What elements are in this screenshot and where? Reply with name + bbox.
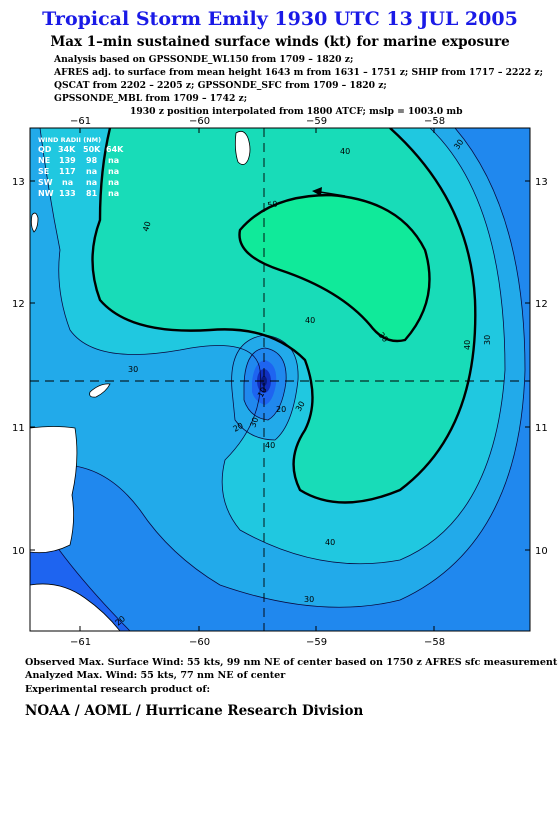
wind-radii-quadrant: NE (38, 156, 50, 165)
lat-tick-left: 10 (12, 546, 25, 557)
contour-band-55 (239, 195, 430, 341)
contour-label: 20 (276, 405, 286, 414)
wind-radii-table: WIND RADII (NM) QD 34K 50K 64K NE 139 98… (38, 136, 124, 198)
contour-label: 20 (232, 421, 245, 434)
wind-field-map: 50 40 30 40 30 40 30 40 30 40 30 20 10 2… (12, 116, 548, 648)
contour-55-kt (238, 193, 431, 343)
wind-radii-title: WIND RADII (NM) (38, 136, 101, 144)
contour-label: 40 (265, 441, 275, 450)
analyzed-max-wind: Analyzed Max. Wind: 55 kts, 77 nm NE of … (25, 670, 286, 681)
wind-radii-value: na (108, 167, 119, 176)
contour-label: 30 (483, 335, 492, 345)
contour-label: 30 (248, 416, 260, 429)
wind-radii-quadrant: SW (38, 178, 53, 187)
wind-radii-value: na (108, 178, 119, 187)
wind-radii-value: 139 (59, 156, 76, 165)
wind-radii-value: na (86, 178, 97, 187)
wind-radii-value: na (108, 189, 119, 198)
contour-label: 50 (267, 199, 279, 210)
wind-radii-col-qd: QD (38, 145, 52, 154)
wind-radii-col-64k: 64K (106, 145, 124, 154)
contour-label: 40 (305, 316, 315, 325)
lat-tick-left: 11 (12, 423, 25, 434)
lon-tick-bottom: −60 (189, 637, 210, 648)
lon-tick-top: −60 (189, 116, 210, 127)
wind-radii-value: 117 (59, 167, 76, 176)
lat-tick-right: 11 (535, 423, 548, 434)
land-grenada (30, 212, 39, 233)
land-venezuela (30, 583, 121, 631)
map-subtitle: Max 1–min sustained surface winds (kt) f… (50, 34, 510, 50)
contour-label: 40 (340, 147, 350, 156)
lat-tick-right: 13 (535, 177, 548, 188)
contour-label: 40 (463, 340, 472, 350)
contour-label: 30 (294, 400, 307, 413)
storm-motion-arrow (319, 191, 346, 197)
analysis-line-3: QSCAT from 2202 – 2205 z; GPSSONDE_SFC f… (54, 80, 387, 91)
land-tobago (89, 383, 111, 398)
wind-radii-value: na (108, 156, 119, 165)
lon-tick-bottom: −58 (424, 637, 445, 648)
wind-radii-value: na (62, 178, 73, 187)
wind-radii-value: 81 (86, 189, 98, 198)
lat-tick-left: 13 (12, 177, 25, 188)
contour-label: 30 (128, 365, 138, 374)
lon-tick-bottom: −61 (70, 637, 91, 648)
lat-tick-left: 12 (12, 299, 25, 310)
land-trinidad (30, 426, 78, 554)
wind-radii-quadrant: NW (38, 189, 54, 198)
position-line: 1930 z position interpolated from 1800 A… (130, 106, 463, 117)
lon-tick-top: −58 (424, 116, 445, 127)
lon-tick-bottom: −59 (306, 637, 327, 648)
wind-radii-col-34k: 34K (58, 145, 76, 154)
contour-label: 40 (325, 538, 335, 547)
analysis-line-4: GPSSONDE_MBL from 1709 – 1742 z; (54, 93, 248, 104)
storm-motion-arrowhead (312, 187, 322, 196)
contour-label: 10 (256, 386, 269, 399)
product-note: Experimental research product of: (25, 684, 211, 695)
wind-radii-quadrant: SE (38, 167, 49, 176)
land-barbados (234, 130, 251, 165)
contour-50-kt (91, 128, 477, 504)
organization: NOAA / AOML / Hurricane Research Divisio… (25, 703, 364, 719)
lat-tick-right: 12 (535, 299, 548, 310)
wind-radii-value: 133 (59, 189, 76, 198)
lon-tick-top: −59 (306, 116, 327, 127)
lat-tick-right: 10 (535, 546, 548, 557)
map-title: Tropical Storm Emily 1930 UTC 13 JUL 200… (42, 8, 518, 30)
lon-tick-top: −61 (70, 116, 91, 127)
wind-radii-value: na (86, 167, 97, 176)
contour-label: 30 (304, 595, 314, 604)
analysis-line-2: AFRES adj. to surface from mean height 1… (54, 67, 543, 78)
wind-radii-value: 98 (86, 156, 98, 165)
observed-max-wind: Observed Max. Surface Wind: 55 kts, 99 n… (25, 657, 558, 668)
contour-label: 40 (141, 220, 152, 232)
analysis-line-1: Analysis based on GPSSONDE_WL150 from 17… (54, 54, 354, 65)
plot-frame (29, 127, 531, 632)
wind-radii-col-50k: 50K (83, 145, 101, 154)
